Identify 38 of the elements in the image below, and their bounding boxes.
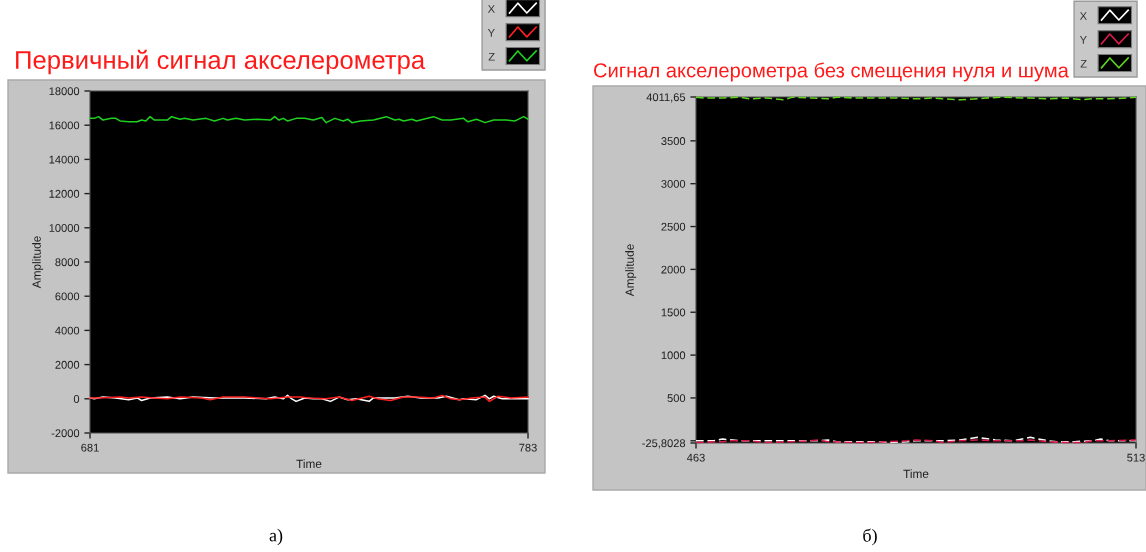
legend-label: X xyxy=(1079,12,1087,20)
x-tick-label: 783 xyxy=(519,443,537,452)
y-tick-label: 2000 xyxy=(661,265,686,274)
y-tick-label: 14000 xyxy=(49,155,80,164)
y-tick-label: 4000 xyxy=(55,326,80,335)
x-tick-label: 463 xyxy=(686,453,705,462)
chart-title: Сигнал акселерометра без смещения нуля и шума xyxy=(594,62,1069,82)
legend-label: Y xyxy=(487,29,495,37)
chart-title: Первичный сигнал акселерометра xyxy=(16,49,426,75)
y-tick-label: 3000 xyxy=(661,179,686,188)
y-tick-label: 2500 xyxy=(661,222,686,231)
y-tick-label: 6000 xyxy=(55,292,80,301)
y-tick-label: 10000 xyxy=(49,224,80,232)
y-tick-label: 500 xyxy=(667,394,686,403)
y-tick-label: 8000 xyxy=(55,258,80,267)
x-axis-title: Time xyxy=(903,469,929,478)
y-axis-title: Amplitude xyxy=(625,244,637,297)
legend-label: Z xyxy=(488,52,495,61)
y-tick-label: 0 xyxy=(73,395,80,403)
y-tick-label: 12000 xyxy=(49,189,80,198)
legend-label: Z xyxy=(1080,59,1087,68)
y-tick-label: 3500 xyxy=(661,137,686,145)
y-tick-label: -2000 xyxy=(51,429,80,438)
y-tick-label: 1500 xyxy=(661,308,686,317)
text: а) xyxy=(269,528,283,546)
y-tick-label: 16000 xyxy=(49,121,80,130)
legend-label: Y xyxy=(1079,36,1087,44)
x-tick-label: 681 xyxy=(81,443,99,452)
y-tick-label: -25,8028 xyxy=(642,439,686,449)
y-tick-label: 1000 xyxy=(661,351,686,360)
y-tick-label: 4011,65 xyxy=(646,93,686,103)
x-tick-label: 513 xyxy=(1127,453,1145,462)
y-tick-label: 18000 xyxy=(49,87,80,96)
legend-label: X xyxy=(487,5,495,13)
x-axis-title: Time xyxy=(296,459,322,468)
y-axis-title: Amplitude xyxy=(32,236,44,289)
y-tick-label: 2000 xyxy=(55,360,80,369)
text: б) xyxy=(863,528,877,546)
